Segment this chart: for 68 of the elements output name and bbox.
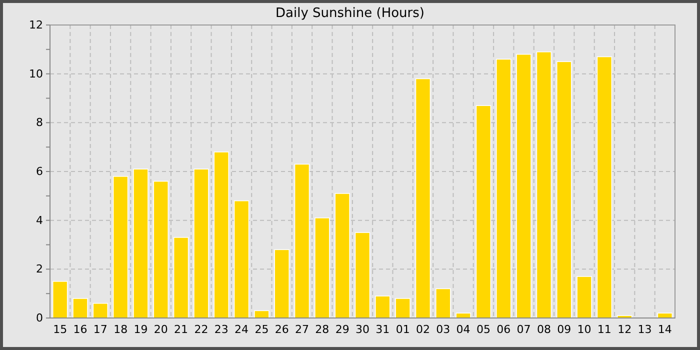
bar: [133, 168, 148, 318]
bar: [516, 54, 532, 318]
x-tick-label: 22: [194, 322, 208, 336]
x-tick-label: 31: [376, 322, 390, 336]
y-tick-label: 8: [36, 116, 43, 130]
bar: [72, 298, 88, 318]
x-tick-label: 04: [456, 322, 470, 336]
x-tick-label: 16: [73, 322, 88, 336]
x-tick-label: 25: [254, 322, 269, 336]
bar: [415, 78, 431, 318]
bar: [194, 168, 209, 318]
bar: [254, 310, 270, 318]
x-tick-label: 27: [295, 322, 310, 336]
bar: [214, 152, 230, 318]
chart-title: Daily Sunshine (Hours): [276, 6, 424, 21]
bar: [476, 105, 492, 318]
bar: [496, 58, 512, 318]
x-tick-label: 24: [234, 322, 249, 336]
y-tick-label: 6: [36, 165, 43, 178]
bar: [536, 51, 552, 318]
x-tick-label: 13: [638, 322, 652, 336]
x-tick-label: 07: [516, 322, 531, 336]
x-tick-label: 21: [174, 322, 188, 336]
bar: [234, 200, 250, 318]
y-tick-label: 4: [36, 214, 43, 227]
x-tick-label: 10: [577, 322, 592, 336]
x-tick-label: 17: [93, 322, 108, 336]
x-tick-label: 09: [557, 322, 572, 336]
bar: [576, 276, 592, 318]
bar: [435, 288, 451, 318]
y-tick-label: 2: [36, 262, 43, 276]
bar: [153, 180, 169, 318]
x-tick-label: 30: [356, 322, 370, 336]
x-tick-label: 02: [416, 322, 430, 336]
x-tick-label: 08: [536, 322, 551, 336]
x-tick-label: 20: [154, 322, 168, 336]
bar: [657, 312, 673, 318]
bar: [334, 193, 350, 318]
x-tick-label: 18: [114, 322, 128, 336]
x-tick-label: 29: [335, 322, 350, 336]
x-tick-label: 23: [214, 322, 228, 336]
bar: [92, 302, 108, 318]
x-tick-label: 26: [274, 322, 289, 336]
bar: [112, 176, 128, 318]
x-tick-label: 15: [53, 322, 68, 336]
bar: [314, 217, 330, 318]
bar: [294, 164, 310, 318]
bar: [354, 232, 370, 318]
bar: [274, 249, 290, 318]
x-tick-label: 05: [476, 322, 490, 336]
y-tick-label: 0: [36, 312, 43, 325]
x-tick-label: 19: [134, 322, 148, 336]
bar: [375, 296, 390, 318]
bar: [173, 237, 189, 318]
x-tick-label: 11: [597, 322, 612, 336]
bar: [456, 312, 471, 318]
x-tick-label: 01: [396, 322, 410, 336]
x-tick-label: 12: [618, 322, 632, 336]
bar: [596, 56, 612, 318]
bar: [395, 298, 410, 318]
y-tick-label: 12: [29, 18, 43, 32]
bar: [52, 280, 68, 318]
x-tick-label: 03: [436, 322, 450, 336]
x-tick-label: 28: [315, 322, 330, 336]
y-tick-label: 10: [29, 67, 43, 80]
x-tick-label: 14: [658, 322, 672, 336]
x-tick-label: 06: [496, 322, 511, 336]
bar: [556, 61, 572, 318]
